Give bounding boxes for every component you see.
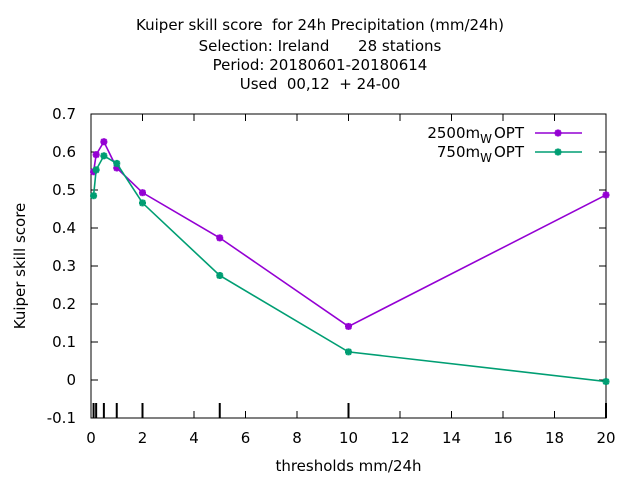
x-tick-label-2: 4	[189, 429, 199, 447]
series-1-point-1-d2	[92, 166, 100, 174]
title-line-3: Period: 20180601-20180614	[212, 56, 428, 74]
series-1	[90, 152, 610, 386]
series-1-point-6-d2	[345, 348, 352, 356]
x-tick-label-10: 20	[596, 429, 615, 447]
series-0	[90, 138, 610, 330]
series-1-point-3-d2	[113, 160, 121, 167]
y-tick-label-2: 0.1	[52, 333, 76, 351]
title-line-1: Kuiper skill score for 24h Precipitation…	[136, 16, 504, 34]
series-0-point-2	[100, 138, 108, 146]
series-1-point-4-d2	[139, 199, 146, 207]
x-tick-label-9: 18	[545, 429, 564, 447]
series-1-point-2-d2	[100, 152, 108, 160]
series-0-point-4-d2	[139, 189, 146, 196]
y-tick-label-0: -0.1	[47, 409, 76, 427]
legend-label-1: 750mW OPT	[437, 143, 525, 165]
title-line-2: Selection: Ireland 28 stations	[198, 37, 442, 55]
series-0-line	[92, 140, 607, 328]
series-0-point-7	[602, 191, 610, 199]
y-tick-label-3: 0.2	[52, 295, 76, 313]
legend-marker-0-d2	[554, 129, 562, 137]
x-axis-label: thresholds mm/24h	[275, 457, 421, 475]
y-axis-label: Kuiper skill score	[11, 203, 29, 330]
y-tick-label-7: 0.6	[52, 143, 76, 161]
series-1-point-7-d2	[602, 378, 610, 385]
y-tick-label-6: 0.5	[52, 181, 76, 199]
series-1-point-3	[113, 159, 121, 167]
series-1-point-0	[90, 192, 98, 200]
series-0-point-6-d2	[345, 323, 352, 330]
x-tick-label-4: 8	[292, 429, 302, 447]
series-0-point-4	[139, 189, 146, 197]
x-tick-label-1: 2	[138, 429, 148, 447]
series-1-point-0-d2	[90, 192, 97, 200]
legend-label-0: 2500mW OPT	[427, 124, 525, 146]
y-tick-label-5: 0.4	[52, 219, 76, 237]
legend-item-1: 750mW OPT	[437, 143, 582, 165]
series-1-point-5	[216, 272, 224, 279]
series-0-point-5	[216, 234, 224, 242]
x-tick-label-3: 6	[241, 429, 251, 447]
series-1-point-7	[602, 378, 610, 386]
series-1-point-6	[345, 348, 352, 356]
x-tick-label-7: 14	[442, 429, 461, 447]
x-tick-label-6: 12	[390, 429, 409, 447]
y-tick-label-4: 0.3	[52, 257, 76, 275]
legend-marker-1-d2	[554, 148, 562, 156]
legend-item-0: 2500mW OPT	[427, 124, 582, 146]
series-1-point-4	[139, 199, 146, 207]
series-0-point-6	[345, 322, 352, 330]
legend-marker-0	[554, 129, 562, 137]
title-line-4: Used 00,12 + 24-00	[239, 75, 401, 93]
series-0-point-1-d2	[92, 151, 100, 158]
series-1-line	[92, 154, 607, 383]
series-1-point-1	[92, 166, 100, 174]
series-1-point-5-d2	[216, 272, 224, 279]
series-0-point-1	[92, 151, 100, 159]
legend-marker-1	[554, 148, 562, 156]
x-tick-label-5: 10	[339, 429, 358, 447]
x-tick-label-8: 16	[493, 429, 512, 447]
x-tick-label-0: 0	[86, 429, 96, 447]
series-0-point-2-d2	[100, 138, 108, 146]
series-1-point-2	[100, 152, 108, 160]
y-tick-label-1: 0	[66, 371, 76, 389]
y-tick-label-8: 0.7	[52, 105, 76, 123]
series-0-point-5-d2	[216, 234, 224, 242]
series-0-point-7-d2	[602, 191, 610, 199]
